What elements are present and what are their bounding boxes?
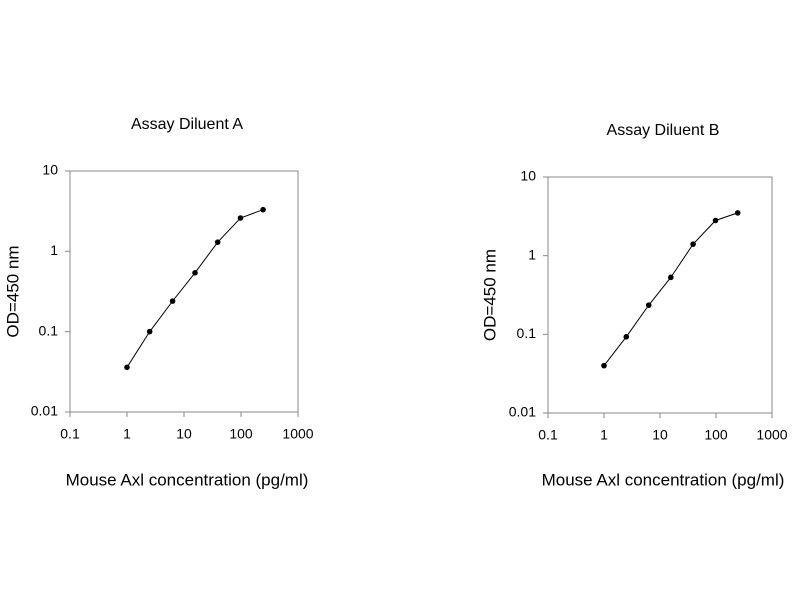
data-point: [645, 302, 652, 308]
data-point: [668, 274, 674, 281]
y-axis-label: OD=450 nm: [3, 245, 22, 337]
data-point: [690, 241, 696, 247]
data-point: [124, 364, 130, 371]
y-tick-label: 1: [528, 246, 536, 262]
data-point: [146, 328, 153, 335]
x-tick-label: 0.1: [538, 427, 558, 443]
y-tick-label: 0.01: [509, 404, 536, 420]
y-tick-label: 0.1: [517, 325, 537, 341]
x-tick-label: 100: [229, 426, 253, 442]
x-tick-label: 1: [123, 426, 131, 442]
chart-title: Assay Diluent B: [607, 122, 720, 139]
data-point: [734, 210, 741, 216]
data-point: [623, 334, 630, 340]
data-point: [169, 298, 176, 304]
y-tick-label: 10: [520, 168, 536, 184]
data-point: [260, 206, 266, 213]
y-axis-label: OD=450 nm: [480, 249, 499, 341]
x-tick-label: 0.1: [60, 426, 80, 442]
x-tick-label: 1: [600, 427, 608, 443]
x-tick-label: 1000: [282, 426, 313, 442]
x-axis-label: Mouse Axl concentration (pg/ml): [542, 470, 785, 489]
data-point: [601, 362, 607, 369]
x-tick-label: 10: [176, 426, 192, 442]
chart-title: Assay Diluent A: [131, 116, 243, 133]
y-tick-label: 0.01: [31, 403, 58, 419]
x-tick-label: 1000: [756, 427, 787, 443]
y-tick-label: 1: [50, 242, 58, 258]
data-point: [214, 239, 221, 245]
data-line: [603, 212, 738, 366]
data-point: [237, 215, 244, 221]
y-tick-label: 0.1: [39, 322, 59, 338]
y-tick-label: 10: [42, 162, 58, 178]
data-point: [712, 217, 719, 224]
x-tick-label: 10: [652, 427, 668, 443]
data-line: [126, 209, 264, 368]
x-axis-label: Mouse Axl concentration (pg/ml): [66, 470, 309, 489]
x-tick-label: 100: [704, 427, 728, 443]
data-point: [192, 270, 198, 276]
